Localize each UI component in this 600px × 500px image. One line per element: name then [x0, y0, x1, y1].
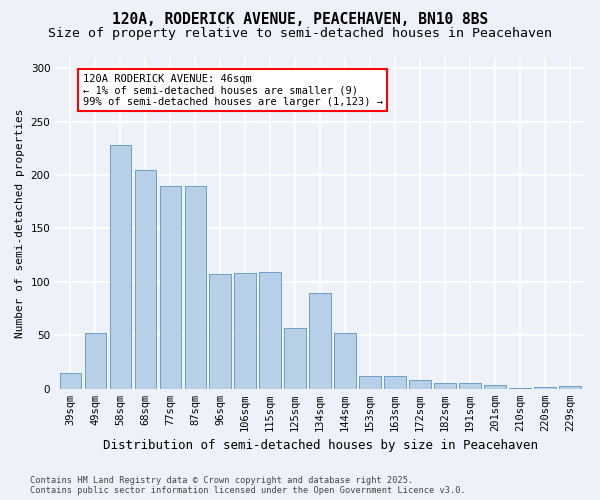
Bar: [484, 384, 506, 389]
Y-axis label: Number of semi-detached properties: Number of semi-detached properties: [15, 108, 25, 338]
Text: 120A RODERICK AVENUE: 46sqm
← 1% of semi-detached houses are smaller (9)
99% of : 120A RODERICK AVENUE: 46sqm ← 1% of semi…: [83, 74, 383, 106]
Bar: [59, 373, 81, 389]
Bar: [334, 333, 356, 389]
Bar: [85, 333, 106, 389]
Bar: [385, 376, 406, 389]
Text: Size of property relative to semi-detached houses in Peacehaven: Size of property relative to semi-detach…: [48, 28, 552, 40]
Bar: [259, 272, 281, 389]
Bar: [460, 384, 481, 389]
Bar: [535, 386, 556, 389]
Bar: [235, 274, 256, 389]
Bar: [134, 170, 156, 389]
Bar: [160, 186, 181, 389]
Text: Contains public sector information licensed under the Open Government Licence v3: Contains public sector information licen…: [30, 486, 466, 495]
Bar: [185, 186, 206, 389]
Bar: [284, 328, 306, 389]
Bar: [310, 292, 331, 389]
X-axis label: Distribution of semi-detached houses by size in Peacehaven: Distribution of semi-detached houses by …: [103, 440, 538, 452]
Bar: [209, 274, 231, 389]
Bar: [434, 384, 455, 389]
Bar: [110, 145, 131, 389]
Bar: [509, 388, 530, 389]
Bar: [409, 380, 431, 389]
Text: 120A, RODERICK AVENUE, PEACEHAVEN, BN10 8BS: 120A, RODERICK AVENUE, PEACEHAVEN, BN10 …: [112, 12, 488, 28]
Bar: [559, 386, 581, 389]
Text: Contains HM Land Registry data © Crown copyright and database right 2025.: Contains HM Land Registry data © Crown c…: [30, 476, 413, 485]
Bar: [359, 376, 380, 389]
